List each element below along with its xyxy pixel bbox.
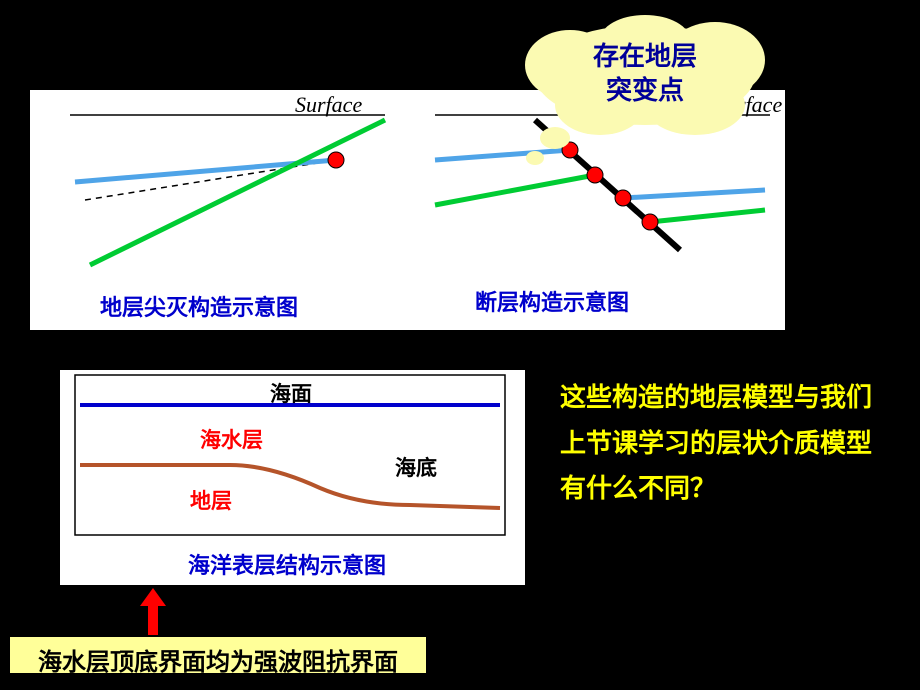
label-sea-bottom: 海底 <box>395 452 437 482</box>
fault-caption: 断层构造示意图 <box>475 285 629 317</box>
label-sea-surface: 海面 <box>270 378 312 408</box>
ocean-caption: 海洋表层结构示意图 <box>188 548 386 580</box>
red-arrow-icon <box>138 588 168 636</box>
pinchout-diagram <box>55 90 400 290</box>
question-text: 这些构造的地层模型与我们上节课学习的层状介质模型有什么不同？ <box>560 375 885 512</box>
note-text: 海水层顶底界面均为强波阻抗界面 <box>38 649 398 676</box>
cloud-line2: 突变点 <box>606 75 684 105</box>
bottom-panel: 海面 海水层 海底 地层 海洋表层结构示意图 <box>60 370 525 585</box>
cloud-text: 存在地层 突变点 <box>555 40 735 108</box>
cloud-line1: 存在地层 <box>593 41 697 71</box>
note-box: 海水层顶底界面均为强波阻抗界面 <box>8 635 428 675</box>
surface-label-left: Surface <box>295 92 362 118</box>
label-stratum: 地层 <box>190 485 232 515</box>
label-sea-layer: 海水层 <box>200 424 263 454</box>
pinchout-caption: 地层尖灭构造示意图 <box>100 290 298 322</box>
